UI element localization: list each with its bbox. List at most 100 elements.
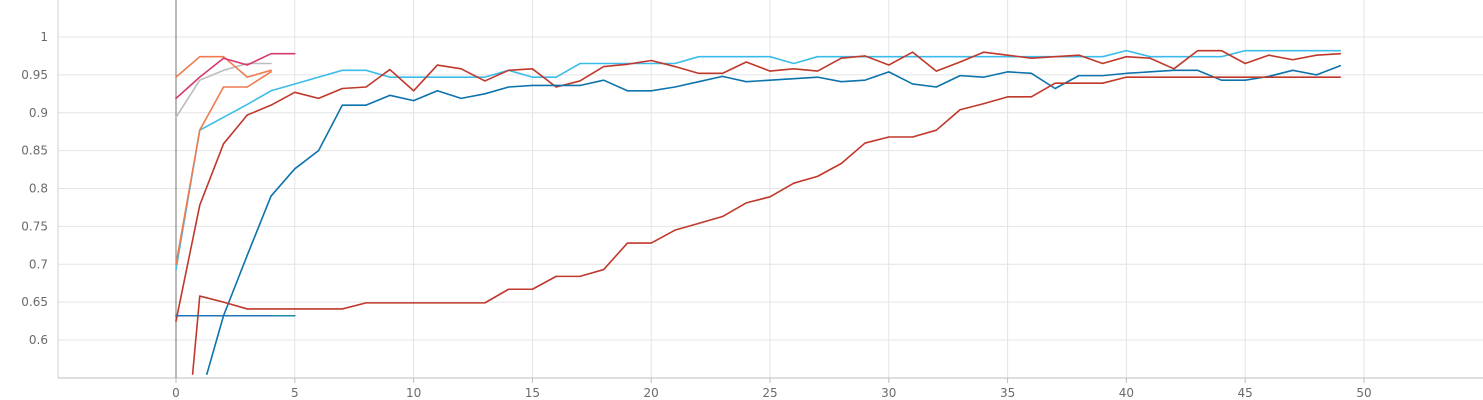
data-point	[816, 76, 819, 78]
data-point	[222, 301, 225, 303]
data-point	[1220, 50, 1223, 52]
data-point	[413, 90, 415, 92]
data-point	[1292, 50, 1294, 52]
data-point	[769, 196, 771, 198]
y-tick-label: 0.7	[29, 257, 48, 271]
data-point	[626, 242, 629, 244]
data-point	[1078, 56, 1080, 58]
data-point	[1102, 62, 1104, 65]
data-point	[294, 91, 296, 93]
data-point	[745, 81, 747, 83]
data-point	[650, 62, 652, 65]
y-tick-label: 0.95	[21, 68, 48, 82]
data-point	[1125, 56, 1127, 58]
data-point	[413, 100, 415, 102]
data-point	[341, 87, 343, 90]
data-point	[816, 56, 819, 58]
data-point	[603, 65, 605, 68]
data-point	[579, 275, 581, 277]
data-point	[246, 254, 248, 256]
data-point	[1030, 56, 1032, 58]
data-point	[555, 76, 557, 78]
data-point	[508, 69, 510, 71]
data-point	[222, 315, 225, 317]
data-point	[246, 62, 248, 65]
data-point	[674, 229, 676, 231]
y-tick-label: 0.9	[29, 106, 48, 120]
data-point	[436, 302, 438, 304]
data-point	[222, 116, 225, 118]
data-point	[413, 302, 415, 304]
data-point	[745, 56, 747, 58]
data-point	[959, 56, 961, 58]
data-point	[246, 86, 248, 88]
data-point	[1220, 76, 1223, 78]
data-point	[674, 65, 676, 68]
data-point	[1339, 53, 1341, 55]
data-point	[674, 86, 676, 88]
data-point	[222, 143, 225, 145]
data-point	[206, 373, 208, 375]
data-point	[698, 222, 700, 224]
data-point	[698, 56, 700, 58]
data-point	[294, 53, 296, 55]
data-point	[1007, 96, 1009, 98]
data-point	[1007, 71, 1009, 73]
data-point	[531, 76, 534, 78]
data-point	[270, 53, 272, 55]
data-point	[389, 76, 391, 78]
data-point	[1339, 50, 1341, 52]
data-point	[175, 268, 177, 271]
data-point	[603, 268, 605, 271]
data-point	[199, 56, 201, 58]
data-point	[1173, 69, 1175, 71]
data-point	[484, 80, 486, 82]
data-point	[650, 242, 652, 244]
data-point	[365, 302, 367, 304]
data-point	[246, 315, 248, 317]
data-point	[888, 64, 890, 66]
data-point	[317, 150, 320, 152]
data-point	[508, 288, 510, 290]
data-point	[1197, 56, 1199, 58]
data-point	[864, 142, 866, 144]
data-point	[270, 90, 272, 92]
series-0	[175, 49, 1342, 271]
series-line	[175, 52, 296, 100]
data-point	[1197, 76, 1199, 78]
series-1	[175, 49, 1342, 322]
data-point	[959, 61, 961, 63]
series	[175, 49, 1342, 375]
data-point	[626, 63, 629, 65]
data-point	[983, 103, 985, 105]
data-point	[1244, 62, 1246, 65]
data-point	[626, 90, 629, 92]
data-point	[175, 320, 177, 322]
data-point	[674, 62, 676, 65]
data-point	[222, 69, 225, 71]
data-point	[365, 86, 367, 88]
data-point	[935, 56, 937, 58]
data-point	[1268, 54, 1270, 56]
data-point	[1292, 76, 1294, 78]
data-point	[579, 84, 581, 87]
data-point	[1125, 76, 1127, 78]
data-point	[1244, 50, 1246, 52]
data-point	[1292, 69, 1294, 71]
data-point	[1315, 54, 1318, 56]
series-2	[206, 64, 1342, 375]
data-point	[365, 104, 367, 106]
data-point	[246, 103, 248, 106]
series-7	[175, 71, 272, 266]
data-point	[1054, 82, 1056, 84]
data-point	[317, 76, 320, 78]
data-point	[721, 56, 724, 58]
data-point	[1292, 59, 1294, 61]
data-point	[1078, 54, 1080, 56]
x-tick-label: 5	[291, 386, 299, 400]
series-6	[175, 62, 272, 119]
data-point	[721, 72, 724, 74]
data-point	[199, 315, 201, 317]
